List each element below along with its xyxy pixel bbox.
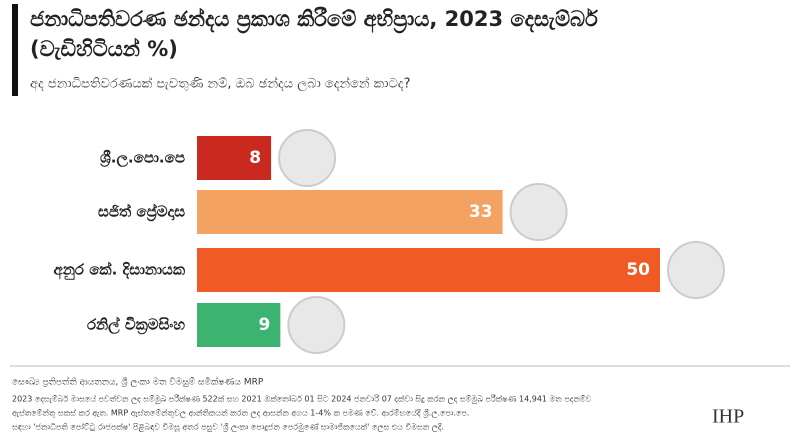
chart-title: ජනාධිපතිවරණ ඡන්දය ප්‍රකාශ කිරීමේ අභිප්‍ර… — [30, 7, 598, 34]
logo: IHP — [712, 406, 744, 428]
bar — [197, 190, 503, 234]
note: සඳහා 'ජනාධිපති පෝට්ටු රාජපක්ෂ' පිළිබඳව ව… — [12, 421, 444, 432]
chart-subtitle: අද ජනාධිපතිවරණයක් පැවතුණි නම්, ඔබ ඡන්දය … — [30, 75, 410, 91]
portrait — [509, 183, 568, 241]
value-label: 8 — [249, 148, 261, 168]
portrait — [287, 296, 346, 354]
value-label: 9 — [258, 315, 270, 335]
source: සෞඛ්‍ය ප්‍රතිපත්ති ආයතනය, ශ්‍රී ලංකා මත … — [12, 376, 264, 387]
accent-bar — [12, 4, 18, 96]
note: ඇස්තමේන්තු සකස් කර ඇත. MRP ඇස්තමේන්තුවල … — [12, 407, 469, 418]
category-label: සජිත් ප්‍රේමදාස — [98, 202, 185, 222]
chart-title-line2: (වැඩිහිටියන් %) — [30, 37, 178, 61]
bar — [197, 303, 281, 347]
value-label: 50 — [626, 260, 650, 280]
bar — [197, 136, 272, 180]
note: 2023 දෙසැම්බර් මාසයේ පවත්වන ලද සම්මුඛ පර… — [12, 393, 592, 404]
category-label: අනුර කේ. දිසානායක — [54, 260, 186, 280]
category-label: ශ්‍රී.ල.පො.පෙ — [100, 149, 185, 169]
value-label: 33 — [469, 202, 493, 222]
portrait — [278, 129, 337, 187]
portrait — [667, 241, 725, 299]
bar — [197, 248, 660, 292]
category-label: රනිල් වික්‍රමසිංහ — [87, 315, 185, 335]
